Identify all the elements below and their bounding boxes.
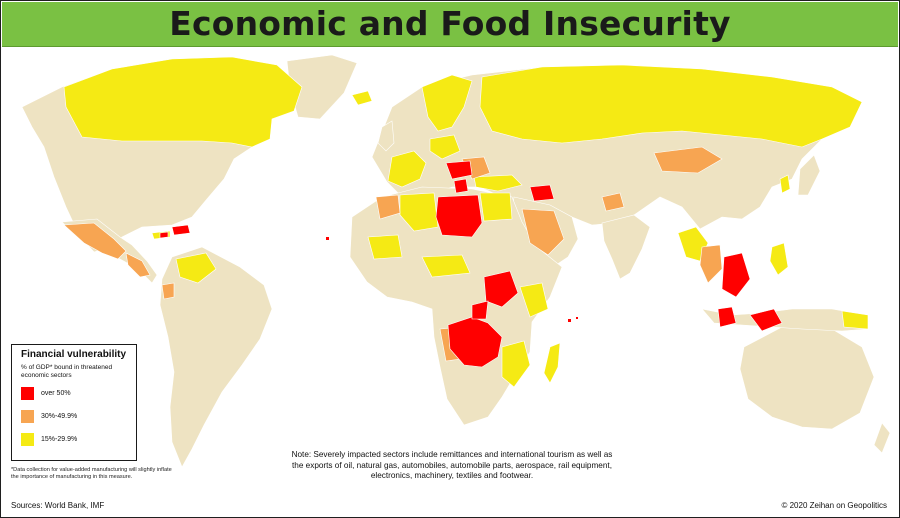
title-bar: Economic and Food Insecurity [2,2,898,47]
sources: Sources: World Bank, IMF [11,501,105,510]
region-over-50 [159,160,783,368]
note: Note: Severely impacted sectors include … [291,450,613,480]
legend-title: Financial vulnerability [21,349,127,360]
legend: Financial vulnerability % of GDP* bound … [11,344,137,461]
world-map [21,54,891,468]
copyright: © 2020 Zeihan on Geopolitics [781,501,887,510]
legend-subtitle: % of GDP* bound in threatened economic s… [21,364,113,379]
legend-swatch-15-30 [21,433,34,446]
region-30-50 [63,146,723,362]
small-island-markers [326,237,578,322]
map-title: Economic and Food Insecurity [169,4,731,43]
legend-swatch-over-50 [21,387,34,400]
footnote: *Data collection for value-added manufac… [11,467,172,480]
legend-label-30-50: 30%-49.9% [41,413,78,420]
region-15-30 [63,56,869,388]
legend-swatch-30-50 [21,410,34,423]
legend-label-15-30: 15%-29.9% [41,436,78,443]
legend-label-over-50: over 50% [41,390,71,397]
